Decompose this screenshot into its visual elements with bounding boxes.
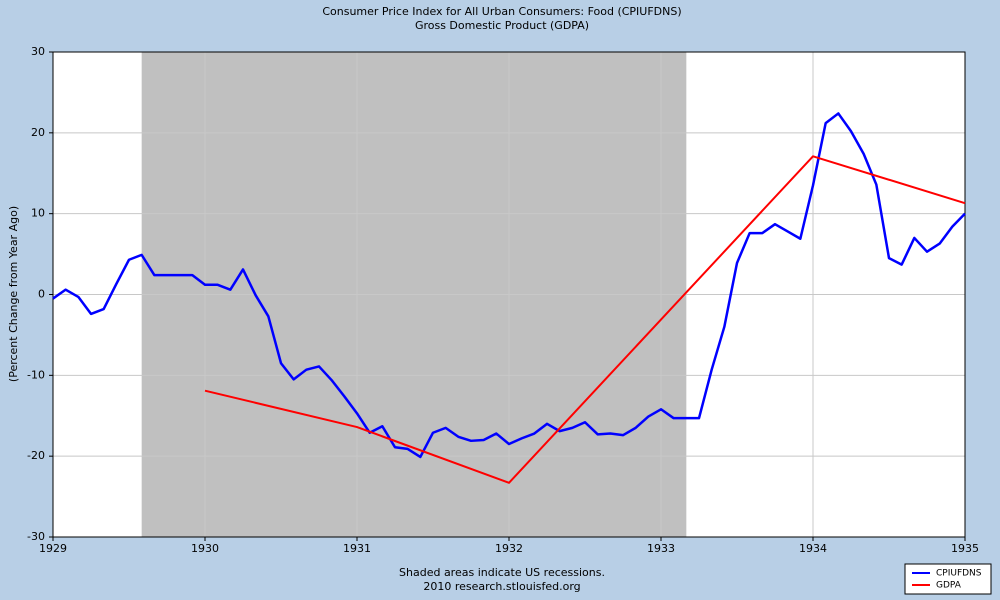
y-tick-label: 20 bbox=[31, 126, 45, 139]
legend-label: CPIUFDNS bbox=[936, 569, 982, 579]
y-tick-label: -30 bbox=[27, 530, 45, 543]
series-line bbox=[204, 155, 966, 484]
series-line bbox=[52, 112, 966, 459]
x-tick-label: 1933 bbox=[647, 542, 675, 555]
x-tick-label: 1934 bbox=[799, 542, 827, 555]
source: 2010 research.stlouisfed.org bbox=[423, 580, 580, 593]
y-tick-label: -10 bbox=[27, 368, 45, 381]
x-tick-label: 1932 bbox=[495, 542, 523, 555]
chart-title: Consumer Price Index for All Urban Consu… bbox=[322, 5, 681, 18]
x-tick-label: 1930 bbox=[191, 542, 219, 555]
y-tick-label: 0 bbox=[38, 288, 45, 301]
x-tick-label: 1929 bbox=[39, 542, 67, 555]
chart-subtitle: Gross Domestic Product (GDPA) bbox=[415, 19, 589, 32]
legend-label: GDPA bbox=[936, 581, 962, 591]
x-tick-label: 1931 bbox=[343, 542, 371, 555]
y-tick-label: -20 bbox=[27, 449, 45, 462]
footnote: Shaded areas indicate US recessions. bbox=[399, 566, 605, 579]
x-tick-label: 1935 bbox=[951, 542, 979, 555]
y-tick-label: 30 bbox=[31, 45, 45, 58]
legend-box bbox=[904, 563, 992, 595]
y-axis-label: (Percent Change from Year Ago) bbox=[7, 206, 20, 382]
y-tick-label: 10 bbox=[31, 207, 45, 220]
